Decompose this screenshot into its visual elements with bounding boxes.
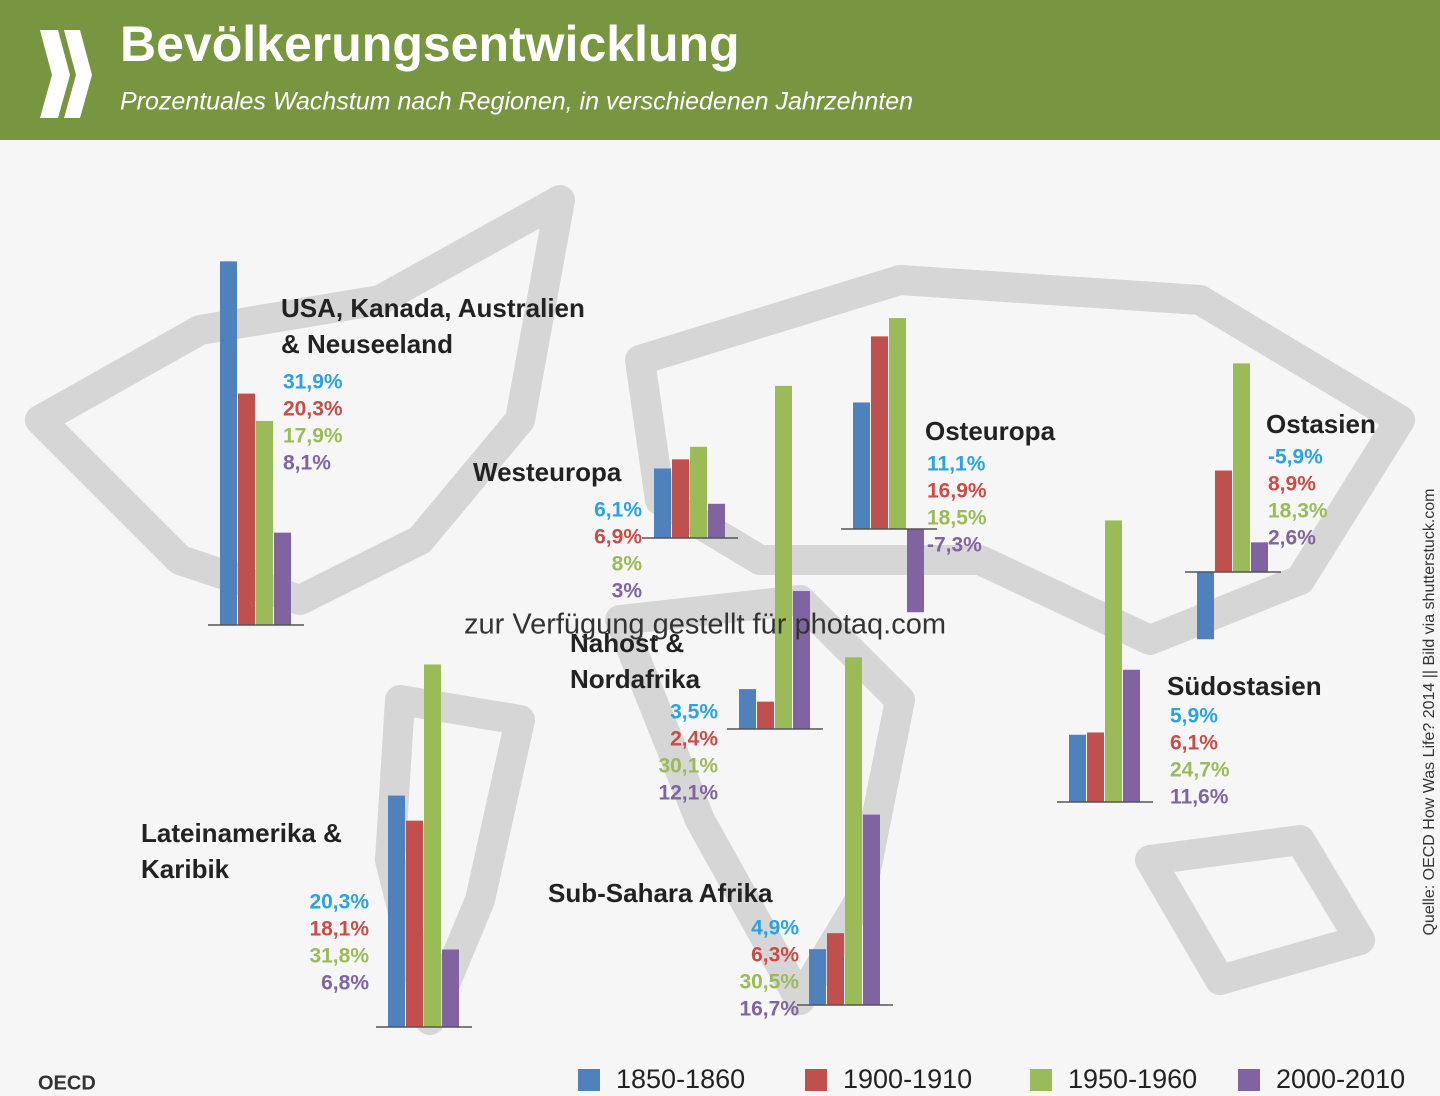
legend-swatch [1030, 1069, 1052, 1091]
legend-swatch [805, 1069, 827, 1091]
logo: OECD [38, 1072, 96, 1094]
watermark: zur Verfügung gestellt für photaq.com [464, 609, 946, 641]
bar [853, 402, 870, 529]
bar [793, 591, 810, 729]
legend-label: 1900-1910 [843, 1064, 972, 1094]
value-label: 12,1% [658, 782, 718, 805]
bar [809, 949, 826, 1005]
bar [827, 933, 844, 1005]
bar [889, 318, 906, 529]
value-label: 4,9% [751, 917, 799, 940]
bar [775, 385, 792, 729]
value-label: 30,5% [739, 971, 799, 994]
legend-label: 1950-1960 [1068, 1064, 1197, 1094]
value-label: 6,3% [751, 944, 799, 967]
region-title: & Neuseeland [281, 329, 453, 359]
value-label: 20,3% [283, 398, 343, 421]
value-label: 6,8% [321, 972, 369, 995]
bar [907, 529, 924, 613]
value-label: 11,6% [1170, 786, 1229, 809]
bar [863, 814, 880, 1005]
region-title: Nahost & [570, 628, 684, 658]
source: Quelle: OECD How Was Life? 2014 || Bild … [1421, 488, 1438, 935]
value-label: 16,9% [927, 480, 987, 503]
bar [708, 503, 725, 538]
bar [406, 820, 423, 1027]
value-label: 2,6% [1268, 527, 1316, 550]
value-label: 11,1% [927, 453, 986, 476]
region-title: Karibik [141, 854, 230, 884]
value-label: 3,5% [670, 701, 718, 724]
bar [757, 701, 774, 729]
bar [1069, 734, 1086, 802]
value-label: 6,9% [594, 526, 642, 549]
value-label: 31,8% [309, 945, 369, 968]
bar [1233, 363, 1250, 572]
legend-swatch [578, 1069, 600, 1091]
bar [388, 795, 405, 1027]
bar [220, 261, 237, 625]
bar [238, 393, 255, 625]
bar [654, 468, 671, 538]
value-label: 18,1% [309, 918, 369, 941]
region-title: Ostasien [1266, 409, 1376, 439]
bar [1197, 572, 1214, 640]
bar [1251, 542, 1268, 572]
value-label: 8,1% [283, 452, 331, 475]
value-label: 18,3% [1268, 500, 1328, 523]
value-label: 18,5% [927, 507, 987, 530]
legend-label: 1850-1860 [616, 1064, 745, 1094]
header-band [0, 0, 1440, 140]
region-title: Sub-Sahara Afrika [548, 878, 773, 908]
value-label: 3% [612, 580, 643, 603]
value-label: 2,4% [670, 728, 718, 751]
region-title: Osteuropa [925, 416, 1056, 446]
value-label: 8,9% [1268, 473, 1316, 496]
bar [690, 446, 707, 538]
bar [1215, 470, 1232, 572]
legend-swatch [1238, 1069, 1260, 1091]
bar [1105, 520, 1122, 802]
title: Bevölkerungsentwicklung [120, 16, 740, 72]
value-label: 20,3% [309, 891, 369, 914]
value-label: 8% [612, 553, 643, 576]
bar [1123, 669, 1140, 802]
region-title: Lateinamerika & [141, 818, 342, 848]
value-label: -5,9% [1268, 446, 1323, 469]
value-label: -7,3% [927, 534, 982, 557]
bar [845, 657, 862, 1005]
value-label: 24,7% [1170, 759, 1230, 782]
bar [274, 532, 291, 625]
bar [672, 459, 689, 538]
value-label: 6,1% [1170, 732, 1218, 755]
legend-label: 2000-2010 [1276, 1064, 1405, 1094]
value-label: 5,9% [1170, 705, 1218, 728]
region-title: Nordafrika [570, 664, 701, 694]
bar [871, 336, 888, 529]
bar [442, 949, 459, 1027]
bar [424, 664, 441, 1027]
bar [1087, 732, 1104, 802]
value-label: 6,1% [594, 499, 642, 522]
region-title: Südostasien [1167, 671, 1322, 701]
region-title: Westeuropa [473, 457, 622, 487]
value-label: 30,1% [658, 755, 718, 778]
subtitle: Prozentuales Wachstum nach Regionen, in … [120, 88, 913, 116]
oecd-chevrons [40, 30, 92, 118]
value-label: 31,9% [283, 371, 343, 394]
value-label: 16,7% [739, 998, 799, 1021]
bar [739, 689, 756, 729]
region-title: USA, Kanada, Australien [281, 293, 585, 323]
value-label: 17,9% [283, 425, 343, 448]
bar [256, 420, 273, 625]
